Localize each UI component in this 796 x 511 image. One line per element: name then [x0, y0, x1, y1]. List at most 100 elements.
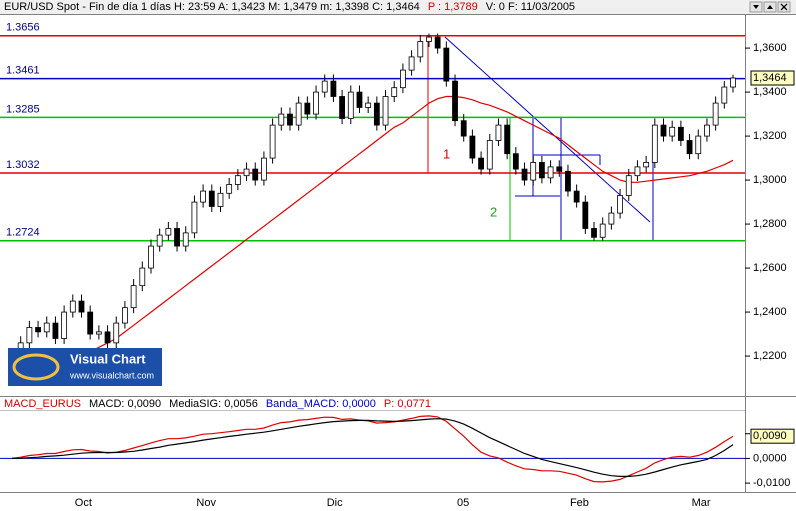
candle-body: [625, 175, 632, 196]
candle-body: [261, 157, 267, 181]
candle-body: [339, 96, 345, 119]
candle-body: [530, 162, 537, 181]
y-tick-label: 1,2200: [753, 350, 787, 362]
candle-body: [313, 91, 319, 115]
candle-body: [504, 124, 511, 155]
y-tick-label: 1,2400: [753, 306, 787, 318]
candle-body: [686, 140, 693, 155]
candle-body: [573, 190, 580, 203]
candle-body: [704, 124, 710, 137]
moving-average: [72, 95, 734, 362]
candle-body: [165, 228, 172, 236]
candle-body: [582, 201, 589, 229]
price-marker-label: 0,0090: [753, 430, 787, 442]
y-tick-label: 1,2800: [753, 218, 787, 230]
candle-body: [52, 322, 59, 339]
header-text: V: 0 F: 11/03/2005: [486, 1, 575, 13]
candle-body: [365, 102, 372, 108]
candle-body: [547, 166, 554, 179]
candle-body: [35, 327, 41, 333]
candle-body: [669, 126, 676, 137]
logo-title: Visual Chart: [70, 351, 146, 366]
candle-body: [617, 195, 623, 214]
candle-body: [556, 166, 563, 172]
y-tick-label: 0,0000: [753, 452, 787, 464]
header-bar: [0, 0, 796, 14]
window-buttons[interactable]: [749, 1, 791, 13]
candle-body: [721, 86, 728, 104]
macd-line: [11, 415, 734, 483]
y-tick-label: 1,3200: [753, 130, 787, 142]
candle-body: [182, 232, 189, 247]
candle-body: [426, 36, 432, 42]
candle-body: [417, 41, 424, 58]
icon-up: [767, 5, 773, 9]
x-tick-label: Oct: [75, 497, 92, 509]
candle-body: [660, 124, 667, 137]
header-text: MACD_EURUS: [4, 398, 81, 410]
header-text: P : 1,3789: [428, 1, 478, 13]
x-tick-label: Feb: [570, 497, 589, 509]
level-label: 1.3656: [6, 22, 40, 34]
header-text: Banda_MACD: 0,0000: [266, 398, 376, 410]
candle-body: [269, 124, 276, 159]
y-tick-label: 1,3600: [753, 42, 787, 54]
candle-body: [243, 168, 250, 177]
x-tick-label: 05: [457, 497, 469, 509]
y-tick-label: -0,0100: [753, 477, 790, 489]
icon-down: [753, 5, 759, 9]
candle-body: [200, 190, 207, 203]
level-label: 1.3285: [6, 103, 40, 115]
candle-body: [226, 184, 233, 194]
candle-body: [382, 96, 389, 126]
y-tick-label: 1,3000: [753, 174, 787, 186]
candle-body: [122, 307, 128, 324]
candle-body: [26, 327, 33, 344]
candle-body: [512, 153, 519, 170]
candle-body: [486, 140, 493, 170]
candle-body: [174, 228, 180, 247]
candle-body: [287, 113, 293, 126]
candle-body: [347, 91, 354, 119]
header-text: EUR/USD Spot - Fin de día 1 días H: 23:5…: [4, 1, 420, 13]
candle-body: [495, 124, 502, 141]
candle-body: [478, 157, 484, 170]
candle-body: [400, 69, 406, 89]
candle-body: [208, 190, 215, 207]
candle-body: [591, 228, 597, 238]
candle-body: [87, 311, 94, 335]
candle-body: [599, 223, 606, 238]
trend-line: [444, 36, 651, 223]
candle-body: [434, 36, 441, 49]
candle-body: [43, 322, 50, 333]
logo-icon: [12, 353, 60, 381]
price-marker: [750, 428, 795, 444]
candle-body: [321, 80, 328, 93]
box-lines: [515, 118, 601, 197]
logo[interactable]: Visual Chart www.visualchart.com: [8, 348, 162, 386]
candle-body: [695, 135, 702, 155]
candle-body: [521, 168, 528, 181]
header-text: MACD: 0,0090: [89, 398, 161, 410]
x-tick-label: Mar: [692, 497, 711, 509]
candle-body: [460, 120, 467, 137]
icon-close: [780, 3, 788, 11]
candle-body: [565, 170, 571, 192]
candle-body: [712, 102, 719, 126]
candle-body: [61, 311, 68, 339]
logo-url: www.visualchart.com: [69, 370, 154, 380]
level-label: 1.2724: [6, 227, 40, 239]
price-marker-label: 1,3464: [753, 72, 787, 84]
candle-body: [469, 135, 476, 159]
annotation: 2: [490, 204, 497, 219]
candle-body: [139, 267, 146, 287]
level-label: 1.3032: [6, 159, 40, 171]
candle-body: [330, 80, 337, 97]
candle-body: [408, 56, 415, 71]
candle-body: [78, 300, 85, 313]
candle-body: [191, 201, 198, 234]
candle-body: [538, 162, 545, 179]
macd-line: [11, 418, 734, 477]
